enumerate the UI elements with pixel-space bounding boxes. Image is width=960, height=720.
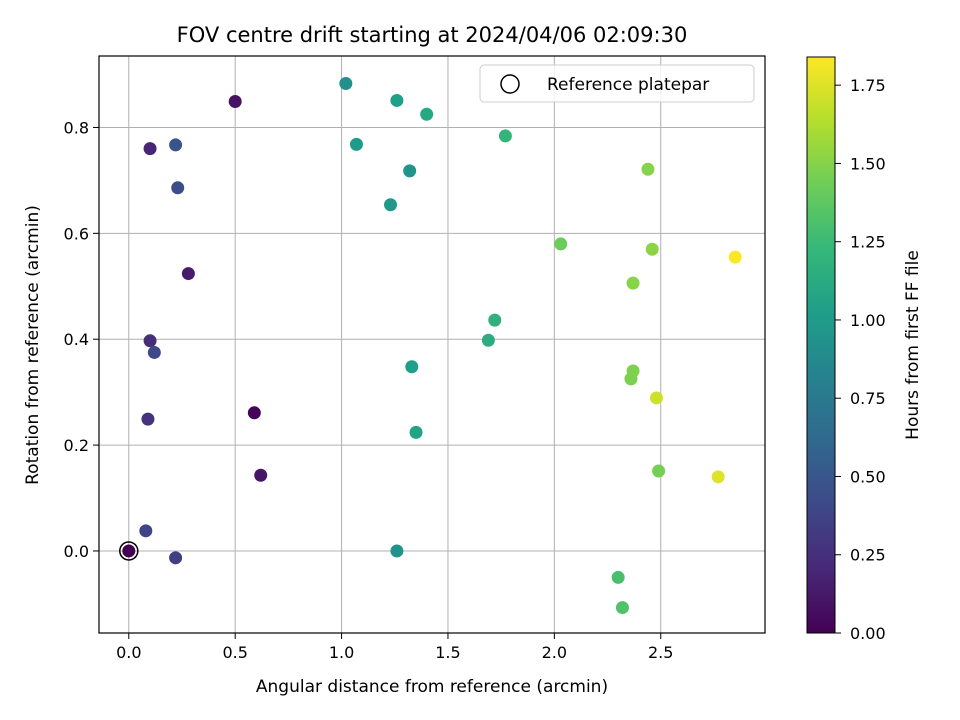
scatter-point [143,142,157,156]
colorbar-tick-label: 1.75 [850,76,886,95]
scatter-point [728,250,742,264]
y-tick-label: 0.8 [64,118,89,137]
scatter-point [481,333,495,347]
scatter-point [488,313,502,327]
colorbar-tick-label: 0.50 [850,467,886,486]
scatter-point [554,237,568,251]
scatter-point [626,364,640,378]
plot-frame [98,55,766,634]
scatter-point [143,334,157,348]
scatter-point [409,425,423,439]
y-tick-label: 0.0 [64,542,89,561]
scatter-point [611,570,625,584]
colorbar-tick-label: 1.00 [850,311,886,330]
scatter-point [405,360,419,374]
y-axis-ticks: 0.0 0.2 0.4 0.6 0.8 [64,118,99,561]
scatter-point [169,551,183,565]
scatter-point [498,129,512,143]
scatter-point [384,198,398,212]
scatter-point [247,406,261,420]
scatter-point [711,470,725,484]
scatter-point [169,138,183,152]
scatter-point [349,137,363,151]
colorbar-tick-label: 0.75 [850,389,886,408]
y-axis-label: Rotation from reference (arcmin) [23,205,43,485]
x-tick-label: 2.0 [542,643,567,662]
scatter-point [139,524,153,538]
x-tick-label: 2.5 [648,643,673,662]
legend-entry-reference-platepar: Reference platepar [547,75,709,95]
colorbar-label: Hours from first FF file [903,250,923,440]
scatter-point [171,181,185,195]
y-tick-label: 0.4 [64,330,89,349]
scatter-point [645,242,659,256]
colorbar-tick-label: 0.00 [850,624,886,643]
scatter-point [141,412,155,426]
colorbar-tick-label: 1.50 [850,154,886,173]
colorbar-tick-label: 1.25 [850,233,886,252]
scatter-point [390,544,404,558]
colorbar-tick-label: 0.25 [850,546,886,565]
scatter-point [403,164,417,178]
scatter-point [652,464,666,478]
chart-title: FOV centre drift starting at 2024/04/06 … [177,23,688,47]
legend: Reference platepar [479,64,755,103]
scatter-point [649,391,663,405]
y-tick-label: 0.2 [64,436,89,455]
scatter-point [420,107,434,121]
scatter-point [626,276,640,290]
x-tick-label: 1.5 [435,643,460,662]
reference-platepar-marker [119,541,139,561]
scatter-points [122,77,742,615]
scatter-point [339,77,353,91]
colorbar-ticks: 0.00 0.25 0.50 0.75 1.00 1.25 1.50 1.75 [835,76,886,643]
y-tick-label: 0.6 [64,224,89,243]
x-tick-label: 1.0 [329,643,354,662]
colorbar [806,56,836,634]
x-tick-label: 0.0 [116,643,141,662]
scatter-point [181,267,195,281]
scatter-point [254,468,268,482]
grid-lines [99,56,765,633]
legend-marker-icon [500,74,520,94]
scatter-point [122,544,136,558]
legend-box [479,64,755,103]
scatter-point [390,93,404,107]
scatter-point [228,95,242,109]
scatter-point [147,345,161,359]
scatter-point [641,162,655,176]
x-axis-ticks: 0.0 0.5 1.0 1.5 2.0 2.5 [116,633,673,662]
scatter-point [615,601,629,615]
x-tick-label: 0.5 [222,643,247,662]
x-axis-label: Angular distance from reference (arcmin) [256,677,608,697]
